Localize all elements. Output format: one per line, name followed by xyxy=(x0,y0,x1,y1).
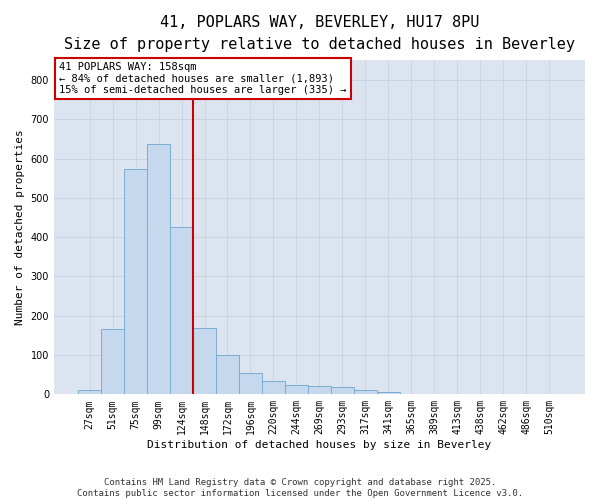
Text: Contains HM Land Registry data © Crown copyright and database right 2025.
Contai: Contains HM Land Registry data © Crown c… xyxy=(77,478,523,498)
Bar xyxy=(239,372,262,394)
Bar xyxy=(377,392,400,394)
Bar xyxy=(354,390,377,394)
Bar xyxy=(216,355,239,395)
Y-axis label: Number of detached properties: Number of detached properties xyxy=(15,130,25,325)
Text: 41 POPLARS WAY: 158sqm
← 84% of detached houses are smaller (1,893)
15% of semi-: 41 POPLARS WAY: 158sqm ← 84% of detached… xyxy=(59,62,347,95)
Bar xyxy=(308,386,331,394)
Bar xyxy=(147,144,170,394)
Bar xyxy=(101,328,124,394)
Bar xyxy=(331,388,354,394)
Bar xyxy=(262,380,285,394)
Bar xyxy=(170,226,193,394)
Bar xyxy=(78,390,101,394)
Bar xyxy=(193,328,216,394)
X-axis label: Distribution of detached houses by size in Beverley: Distribution of detached houses by size … xyxy=(148,440,491,450)
Bar xyxy=(285,384,308,394)
Bar xyxy=(124,169,147,394)
Title: 41, POPLARS WAY, BEVERLEY, HU17 8PU
Size of property relative to detached houses: 41, POPLARS WAY, BEVERLEY, HU17 8PU Size… xyxy=(64,15,575,52)
